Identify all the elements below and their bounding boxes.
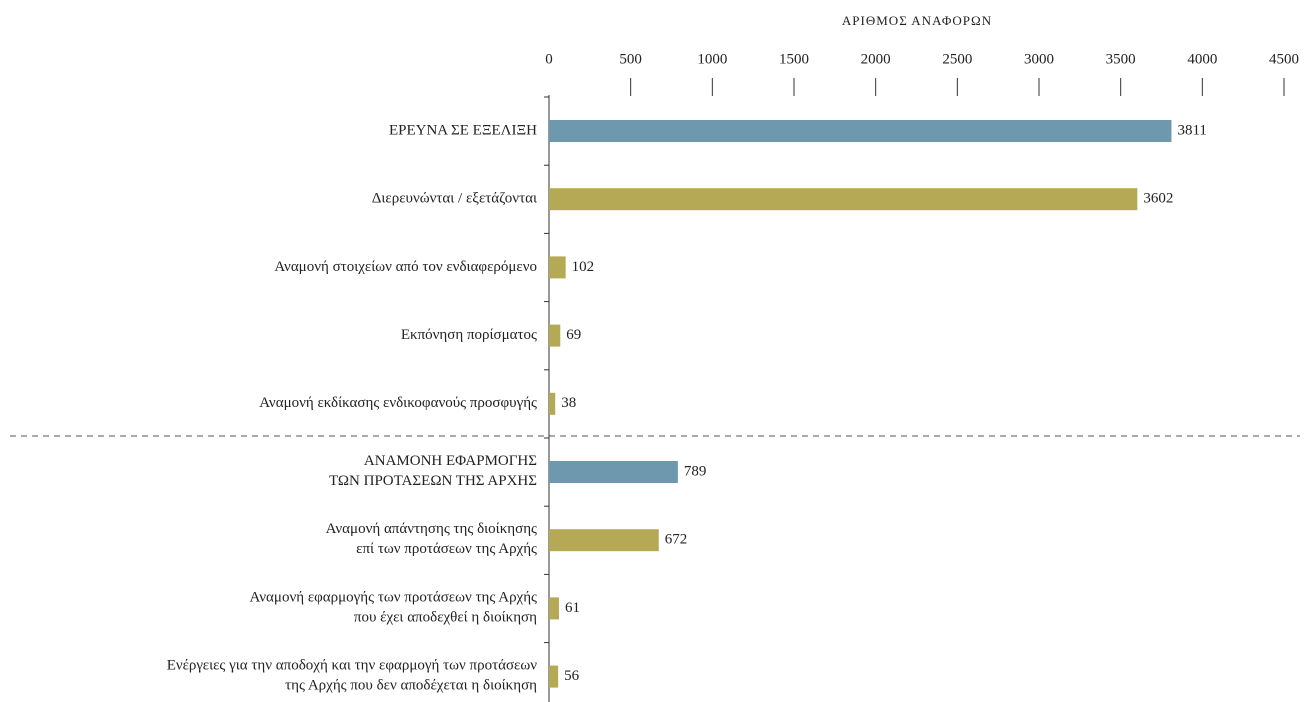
bar — [549, 120, 1172, 142]
bar — [549, 665, 559, 688]
bar — [549, 529, 659, 552]
x-axis-label: ΑΡΙΘΜΟΣ ΑΝΑΦΟΡΩΝ — [842, 13, 992, 28]
category-label: Αναμονή απάντησης της διοίκησης επί των π… — [326, 522, 537, 558]
x-tick-label: 4500 — [1269, 51, 1299, 67]
value-label: 61 — [565, 600, 580, 616]
value-label: 56 — [564, 668, 580, 684]
bar — [549, 324, 561, 347]
value-label: 3602 — [1143, 191, 1173, 207]
category-label: Αναμονή στοιχείων από τον ενδιαφερόμενο — [274, 259, 537, 275]
x-tick-label: 2500 — [942, 51, 972, 67]
category-label: ΕΡΕΥΝΑ ΣΕ ΕΞΕΛΙΞΗ — [389, 122, 537, 138]
x-tick-label: 0 — [545, 51, 553, 67]
category-label: Διερευνώνται / εξετάζονται — [372, 191, 537, 207]
x-tick-label: 4000 — [1187, 51, 1217, 67]
bar — [549, 188, 1138, 211]
category-label: ΑΝΑΜΟΝΗ ΕΦΑΡΜΟΓΗΣ ΤΩΝ ΠΡΟΤΑΣΕΩΝ ΤΗΣ ΑΡΧΗΣ — [329, 453, 537, 489]
x-tick-label: 500 — [619, 51, 642, 67]
category-label: Αναμονή εφαρμογής των προτάσεων της Αρχή… — [250, 590, 538, 626]
value-label: 38 — [561, 395, 576, 411]
bar — [549, 461, 678, 483]
bar — [549, 256, 566, 279]
value-label: 672 — [665, 532, 688, 548]
bar — [549, 392, 556, 415]
bar — [549, 597, 559, 620]
x-tick-label: 3500 — [1106, 51, 1136, 67]
value-label: 3811 — [1177, 122, 1206, 138]
value-label: 69 — [566, 327, 581, 343]
category-label: Εκπόνηση πορίσματος — [401, 327, 537, 343]
category-label: Ενέργειες για την αποδοχή και την εφαρμο… — [167, 658, 538, 694]
x-tick-label: 1000 — [697, 51, 727, 67]
value-label: 789 — [684, 463, 707, 479]
x-tick-label: 3000 — [1024, 51, 1054, 67]
category-label: Αναμονή εκδίκασης ενδικοφανούς προσφυγής — [259, 395, 537, 411]
value-label: 102 — [572, 259, 595, 275]
x-tick-label: 1500 — [779, 51, 809, 67]
x-tick-label: 2000 — [861, 51, 891, 67]
